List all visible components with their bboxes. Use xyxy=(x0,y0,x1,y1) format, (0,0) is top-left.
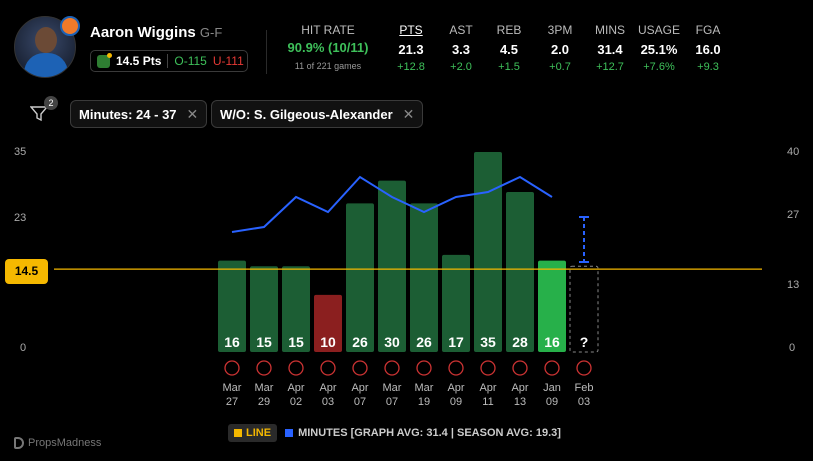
suns-icon xyxy=(448,360,464,376)
close-icon[interactable]: ✕ xyxy=(402,105,415,122)
betting-line-box[interactable]: 14.5 Pts O-115 U-111 xyxy=(90,50,248,72)
hit-rate-value: 90.9% (10/11) xyxy=(287,40,369,55)
bar xyxy=(506,192,534,352)
stat-3pm[interactable]: 3PM 2.0 +0.7 xyxy=(547,23,573,73)
bar xyxy=(314,294,342,352)
jazz-icon xyxy=(480,360,496,376)
x-tick-day: 27 xyxy=(226,396,238,408)
under-odds: U-111 xyxy=(212,54,244,68)
bar-value-label: 30 xyxy=(384,334,400,350)
stat-pts[interactable]: PTS 21.3 +12.8 xyxy=(397,23,425,73)
hit-rate-sub: 11 of 221 games xyxy=(294,61,362,71)
upcoming-bar xyxy=(569,265,599,353)
x-tick-day: 09 xyxy=(546,396,558,408)
thunder-logo-icon xyxy=(60,16,80,36)
x-tick-month: Mar xyxy=(383,382,402,394)
y-tick-right: 27 xyxy=(787,209,800,221)
x-tick-day: 19 xyxy=(418,396,430,408)
rockets-icon xyxy=(224,360,240,376)
bar xyxy=(218,260,246,352)
stat-mins[interactable]: MINS 31.4 +12.7 xyxy=(595,23,625,73)
x-tick-month: Apr xyxy=(447,382,464,394)
x-tick-day: 13 xyxy=(514,396,526,408)
prop-line: 14.5 Pts xyxy=(116,54,162,68)
x-tick-month: Apr xyxy=(319,382,336,394)
line-value-tag: 14.5 xyxy=(5,259,48,284)
stat-fga[interactable]: FGA 16.0 +9.3 xyxy=(695,23,721,73)
blazers-icon xyxy=(384,360,400,376)
x-tick-month: Apr xyxy=(479,382,496,394)
brand-icon xyxy=(14,437,24,449)
x-tick-day: 03 xyxy=(578,396,590,408)
hornets-icon xyxy=(352,360,368,376)
x-tick-month: Mar xyxy=(415,382,434,394)
bar-value-label: 16 xyxy=(544,334,560,350)
bar-value-label: 26 xyxy=(352,334,368,350)
filter-chip-without[interactable]: W/O: S. Gilgeous-Alexander ✕ xyxy=(211,100,424,128)
y-tick-right: 0 xyxy=(789,342,796,354)
draftkings-icon xyxy=(97,52,112,68)
bar-value-label: 17 xyxy=(448,334,464,350)
x-tick-month: Mar xyxy=(223,382,242,394)
stat-ast[interactable]: AST 3.3 +2.0 xyxy=(449,23,473,73)
x-tick-day: 29 xyxy=(258,396,270,408)
x-tick-day: 02 xyxy=(290,396,302,408)
bar-value-label: 28 xyxy=(512,334,528,350)
bar xyxy=(442,254,470,352)
bar-value-label: ? xyxy=(580,334,589,350)
pelicans-icon xyxy=(512,360,528,376)
y-tick-left: 35 xyxy=(14,146,27,158)
x-tick-day: 09 xyxy=(450,396,462,408)
filter-chip-minutes[interactable]: Minutes: 24 - 37 ✕ xyxy=(70,100,208,128)
x-tick-day: 11 xyxy=(482,396,493,408)
y-tick-right: 40 xyxy=(787,146,800,158)
minutes-series-line xyxy=(231,175,553,233)
stat-reb[interactable]: REB 4.5 +1.5 xyxy=(496,23,522,73)
x-tick-month: Feb xyxy=(575,382,594,394)
over-odds: O-115 xyxy=(174,54,207,68)
bar-value-label: 15 xyxy=(256,334,272,350)
76ers-icon xyxy=(288,360,304,376)
suns-icon xyxy=(256,360,272,376)
bar xyxy=(378,180,406,352)
76ers-icon xyxy=(416,360,432,376)
propsmadness-logo: PropsMadness xyxy=(14,437,101,449)
y-tick-left: 0 xyxy=(20,342,27,354)
grizzlies-icon xyxy=(544,360,560,376)
bar-value-label: 10 xyxy=(320,334,336,350)
bar xyxy=(410,203,438,352)
magic-icon xyxy=(576,360,592,376)
bar-value-label: 16 xyxy=(224,334,240,350)
celtics-icon xyxy=(320,360,336,376)
y-tick-left: 23 xyxy=(14,212,27,224)
x-tick-month: Apr xyxy=(351,382,368,394)
hit-rate-label: HIT RATE xyxy=(301,23,355,37)
bar xyxy=(538,260,566,352)
bar xyxy=(250,266,278,352)
x-tick-day: 07 xyxy=(354,396,366,408)
player-name: Aaron Wiggins G-F xyxy=(90,24,223,41)
bar xyxy=(282,266,310,352)
x-tick-month: Mar xyxy=(255,382,274,394)
x-tick-day: 07 xyxy=(386,396,398,408)
bar-value-label: 35 xyxy=(480,334,496,350)
close-icon[interactable]: ✕ xyxy=(186,105,199,122)
filter-count-badge: 2 xyxy=(44,96,58,110)
x-tick-month: Jan xyxy=(543,382,561,394)
bar xyxy=(474,152,502,352)
bar-value-label: 26 xyxy=(416,334,432,350)
player-position: G-F xyxy=(199,25,223,40)
bar-value-label: 15 xyxy=(288,334,304,350)
bar xyxy=(346,203,374,352)
y-tick-right: 13 xyxy=(787,279,800,291)
stat-usage[interactable]: USAGE 25.1% +7.6% xyxy=(637,23,680,73)
chart-legend: LINE MINUTES [GRAPH AVG: 31.4 | SEASON A… xyxy=(228,424,561,442)
legend-minutes[interactable]: MINUTES [GRAPH AVG: 31.4 | SEASON AVG: 1… xyxy=(285,427,561,439)
x-tick-month: Apr xyxy=(287,382,304,394)
legend-line[interactable]: LINE xyxy=(228,424,278,442)
x-tick-day: 03 xyxy=(322,396,334,408)
x-tick-month: Apr xyxy=(511,382,528,394)
